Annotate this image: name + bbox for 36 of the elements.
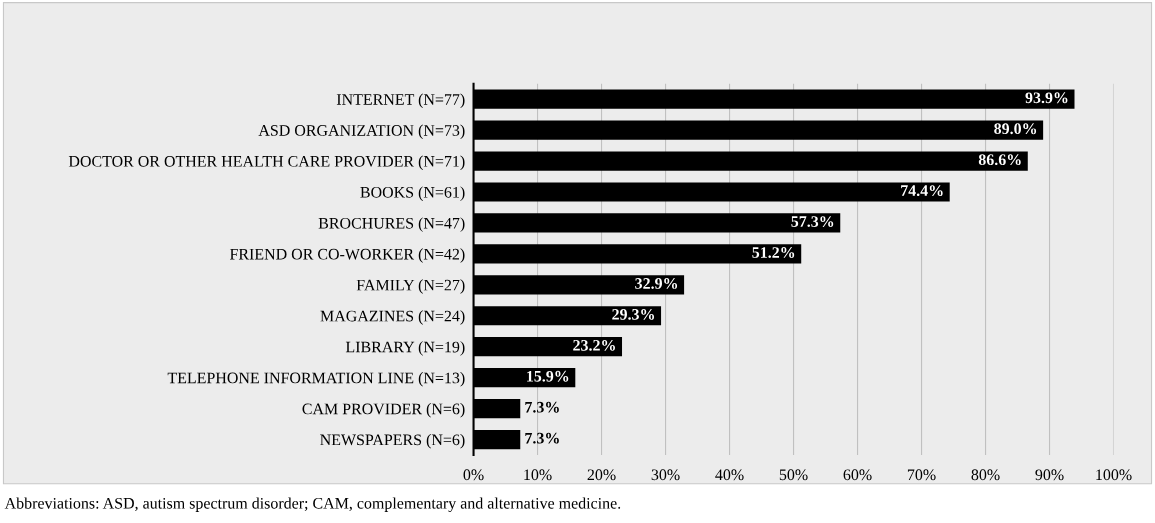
data-label: 86.6% xyxy=(978,154,1021,166)
x-tick-label: 50% xyxy=(779,469,808,481)
data-label: 23.2% xyxy=(573,339,615,351)
text: Abbreviations: ASD, autism spectrum disorder; CAM, complementary and alternative medicine. xyxy=(4,497,621,512)
data-label: 7.3% xyxy=(525,401,559,413)
y-tick-label: MAGAZINES (N=24) xyxy=(320,310,465,325)
x-tick-label: 30% xyxy=(651,469,680,481)
x-tick-label: 100% xyxy=(1096,469,1132,481)
data-label: 15.9% xyxy=(527,370,569,382)
data-label: 89.0% xyxy=(994,123,1037,135)
x-tick-label: 70% xyxy=(907,469,936,481)
y-tick-label: BOOKS (N=61) xyxy=(360,186,465,201)
data-label: 7.3% xyxy=(525,432,559,444)
data-label: 51.2% xyxy=(752,247,795,258)
y-tick-label: ASD ORGANIZATION (N=73) xyxy=(258,124,465,140)
x-tick-label: 40% xyxy=(715,469,744,481)
data-label: 74.4% xyxy=(901,185,943,197)
data-label: 32.9% xyxy=(635,278,678,289)
x-tick-label: 90% xyxy=(1035,469,1064,481)
data-label: 29.3% xyxy=(612,308,655,320)
x-tick-label: 0% xyxy=(463,469,484,481)
y-tick-label: DOCTOR OR OTHER HEALTH CARE PROVIDER (N=71) xyxy=(68,155,465,170)
y-tick-label: BROCHURES (N=47) xyxy=(318,217,465,232)
data-label: 57.3% xyxy=(791,216,834,227)
x-tick-label: 60% xyxy=(843,469,872,481)
y-tick-label: TELEPHONE INFORMATION LINE (N=13) xyxy=(167,372,465,387)
y-tick-label: FRIEND OR CO-WORKER (N=42) xyxy=(229,248,465,263)
data-label: 93.9% xyxy=(1025,92,1068,104)
y-tick-label: LIBRARY (N=19) xyxy=(345,341,465,356)
x-tick-label: 10% xyxy=(524,469,552,481)
y-tick-label: INTERNET (N=77) xyxy=(336,93,465,109)
y-tick-label: NEWSPAPERS (N=6) xyxy=(320,434,465,449)
y-tick-label: FAMILY (N=27) xyxy=(356,279,465,294)
x-tick-label: 80% xyxy=(971,469,1000,481)
x-tick-label: 20% xyxy=(587,469,616,481)
y-tick-label: CAM PROVIDER (N=6) xyxy=(302,403,465,418)
